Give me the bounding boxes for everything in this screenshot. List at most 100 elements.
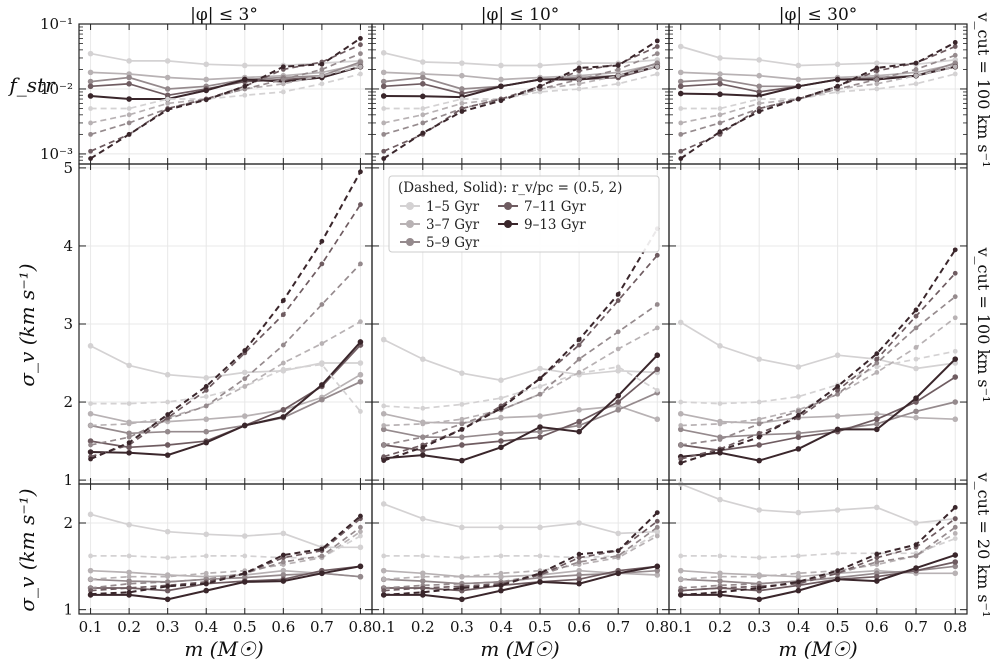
point-dashed-4 — [88, 591, 93, 597]
series-solid-4 — [383, 354, 659, 462]
point-dashed-0 — [319, 81, 325, 87]
point-dashed-0 — [420, 106, 426, 111]
series-solid-1 — [680, 63, 956, 81]
point-solid-0 — [537, 524, 543, 531]
point-dashed-0 — [498, 553, 504, 559]
point-solid-1 — [576, 567, 582, 574]
legend-marker-4 — [504, 220, 512, 228]
point-solid-3 — [615, 399, 621, 405]
point-dashed-4 — [203, 581, 209, 587]
point-dashed-2 — [615, 67, 621, 72]
point-solid-3 — [874, 416, 880, 423]
point-dashed-4 — [381, 156, 387, 161]
point-dashed-1 — [420, 421, 426, 427]
series-dashed-2 — [680, 296, 956, 446]
point-dashed-2 — [358, 51, 363, 57]
point-solid-3 — [164, 587, 171, 594]
point-dashed-1 — [678, 423, 684, 428]
point-dashed-0 — [319, 362, 325, 367]
point-dashed-4 — [88, 156, 93, 161]
series-dashed-0 — [383, 73, 658, 110]
point-solid-0 — [380, 50, 387, 56]
point-solid-2 — [357, 573, 364, 580]
point-dashed-4 — [717, 129, 723, 135]
x-tick-label: 0.2 — [411, 618, 435, 636]
point-solid-1 — [498, 414, 504, 421]
point-dashed-1 — [280, 81, 286, 87]
panel-r2-c2: 0.1 0.2 0.3 0.4 0.5 0.6 0.7 0.8 — [668, 481, 968, 636]
point-solid-2 — [677, 78, 684, 85]
point-dashed-3 — [874, 555, 880, 561]
point-dashed-0 — [126, 106, 132, 111]
row-label-2: v_cut = 20 km s⁻¹ — [974, 472, 993, 618]
point-dashed-0 — [913, 81, 919, 87]
point-solid-1 — [164, 74, 171, 81]
point-dashed-4 — [381, 592, 387, 598]
point-solid-2 — [576, 572, 582, 578]
point-solid-0 — [87, 50, 94, 57]
point-dashed-4 — [874, 65, 880, 71]
series-solid-4 — [680, 554, 956, 601]
point-dashed-3 — [319, 261, 325, 267]
point-solid-3 — [952, 374, 959, 380]
series-dashed-3 — [90, 518, 361, 592]
point-solid-4 — [537, 424, 543, 430]
point-dashed-0 — [756, 399, 762, 405]
point-dashed-2 — [420, 434, 426, 440]
point-solid-2 — [498, 430, 504, 437]
point-solid-0 — [498, 377, 504, 383]
point-dashed-2 — [242, 376, 248, 382]
point-dashed-3 — [678, 456, 684, 462]
point-dashed-2 — [126, 581, 132, 587]
point-dashed-1 — [88, 120, 93, 126]
point-dashed-0 — [459, 96, 465, 102]
point-dashed-4 — [203, 97, 209, 103]
point-dashed-0 — [126, 401, 132, 407]
series-dashed-4 — [383, 511, 658, 596]
series-solid-2 — [383, 569, 658, 585]
point-dashed-2 — [381, 131, 387, 137]
series-solid-2 — [383, 391, 658, 439]
column-title-1: |φ| ≤ 10° — [481, 5, 560, 25]
series-dashed-3 — [680, 272, 956, 460]
point-dashed-4 — [381, 458, 387, 463]
series-dashed-1 — [383, 327, 658, 427]
point-dashed-4 — [165, 583, 171, 589]
series-dashed-1 — [383, 535, 658, 581]
point-solid-4 — [654, 563, 661, 570]
point-dashed-2 — [615, 329, 621, 335]
point-dashed-1 — [756, 574, 762, 580]
point-dashed-0 — [952, 536, 958, 541]
point-dashed-1 — [717, 574, 723, 580]
point-solid-4 — [913, 395, 919, 401]
point-solid-0 — [576, 60, 582, 66]
point-dashed-2 — [678, 442, 684, 448]
point-dashed-1 — [165, 100, 171, 106]
series-solid-4 — [90, 65, 361, 100]
series-solid-3 — [90, 565, 361, 592]
point-solid-0 — [420, 59, 426, 65]
point-solid-1 — [717, 570, 723, 577]
x-tick-label: 0.4 — [194, 618, 218, 636]
point-dashed-4 — [498, 583, 504, 588]
point-dashed-2 — [88, 442, 93, 448]
point-dashed-4 — [835, 384, 841, 389]
point-solid-2 — [952, 563, 959, 570]
series-solid-0 — [383, 503, 658, 535]
point-solid-4 — [834, 576, 841, 583]
point-dashed-4 — [615, 548, 621, 554]
point-solid-3 — [420, 81, 426, 87]
point-solid-0 — [874, 504, 880, 511]
point-dashed-4 — [835, 83, 841, 89]
point-solid-1 — [87, 410, 94, 417]
point-dashed-4 — [537, 83, 543, 89]
point-dashed-0 — [654, 387, 660, 393]
point-dashed-2 — [280, 342, 286, 348]
point-dashed-4 — [835, 568, 841, 574]
x-tick-label: 0.4 — [786, 618, 810, 636]
point-dashed-1 — [126, 574, 132, 580]
point-dashed-0 — [678, 399, 684, 405]
point-dashed-4 — [88, 456, 93, 462]
point-solid-3 — [874, 573, 880, 580]
point-solid-0 — [126, 362, 132, 369]
